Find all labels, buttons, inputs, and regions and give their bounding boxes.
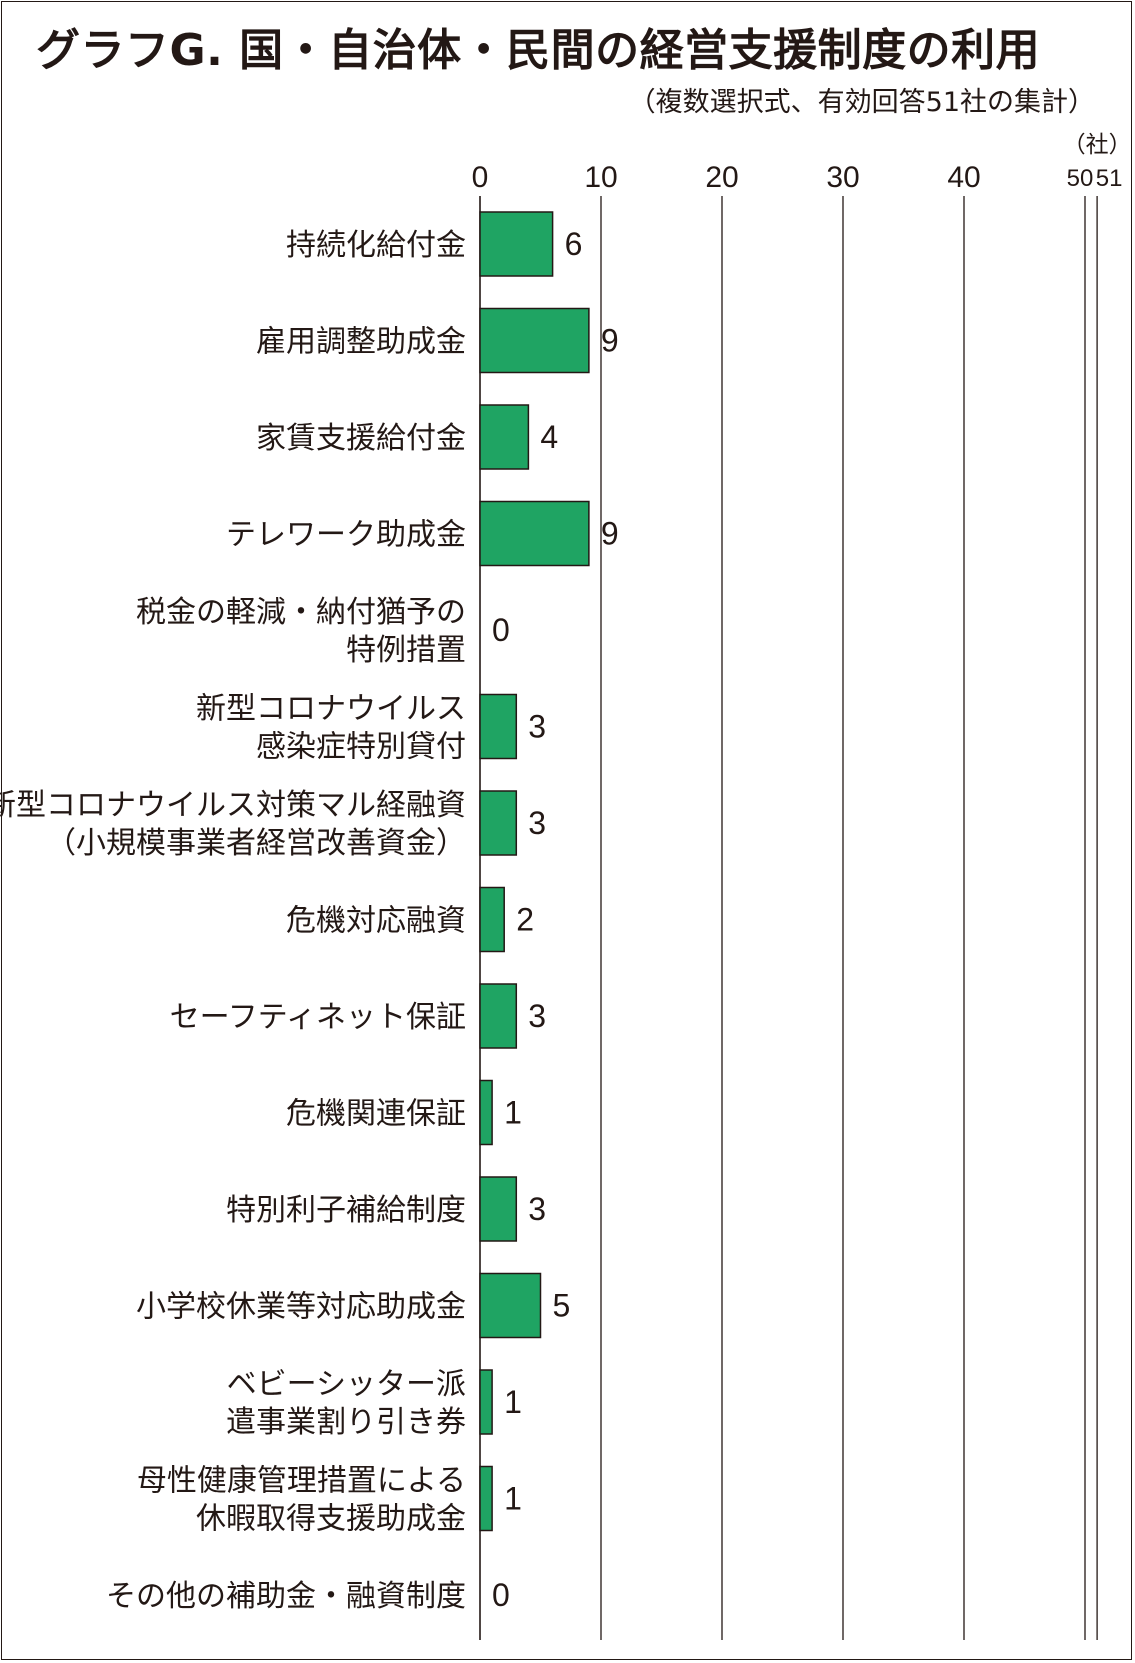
category-label-14: その他の補助金・融資制度 [106,1579,466,1614]
category-label-7: 危機対応融資 [286,904,466,939]
tick-label-51: 51 [1096,165,1123,192]
category-label-11: 小学校休業等対応助成金 [136,1290,466,1325]
category-label-3: テレワーク助成金 [226,518,466,553]
tick-label-40: 40 [947,161,980,194]
value-label-3: 9 [601,516,619,552]
value-label-4: 0 [492,612,510,648]
value-label-6: 3 [528,805,546,841]
bar-8 [479,983,518,1049]
value-label-9: 1 [504,1095,522,1131]
bar-3 [479,500,590,567]
category-label-2: 家賃支援給付金 [256,421,466,456]
bar-11 [479,1272,542,1339]
category-label-6-0: 新型コロナウイルス対策マル経融資 [0,788,466,823]
category-label-4-1: 特例措置 [346,633,466,668]
value-label-8: 3 [528,998,546,1034]
value-label-14: 0 [492,1577,510,1613]
tick-label-0: 0 [472,161,489,194]
category-label-12-0: ベビーシッター派 [227,1367,466,1402]
category-label-5-1: 感染症特別貸付 [256,730,466,765]
bar-10 [479,1176,518,1242]
category-label-8: セーフティネット保証 [170,1000,466,1035]
tick-label-10: 10 [584,161,617,194]
category-label-10: 特別利子補給制度 [226,1193,466,1228]
category-label-13-0: 母性健康管理措置による [137,1464,466,1499]
bar-13 [479,1465,493,1532]
bar-2 [479,404,530,470]
category-label-0: 持続化給付金 [286,228,466,263]
category-label-5-0: 新型コロナウイルス [196,692,466,727]
value-label-1: 9 [601,323,619,359]
value-label-10: 3 [528,1191,546,1227]
bar-7 [479,886,505,953]
chart-subtitle: （複数選択式、有効回答51社の集計） [628,87,1095,118]
category-label-4-0: 税金の軽減・納付猶予の [136,595,466,630]
bar-1 [479,307,590,374]
value-label-2: 4 [540,419,558,455]
bar-12 [479,1369,493,1435]
value-label-0: 6 [565,226,583,262]
value-label-11: 5 [553,1288,571,1324]
bar-9 [479,1079,493,1146]
category-label-12-1: 遣事業割り引き券 [226,1405,466,1440]
bar-0 [479,211,554,277]
category-label-13-1: 休暇取得支援助成金 [196,1502,466,1537]
bar-6 [479,790,518,856]
x-axis-unit-label: （社） [1063,132,1132,158]
chart-title: グラフG. 国・自治体・民間の経営支援制度の利用 [36,25,1041,76]
value-label-12: 1 [504,1384,522,1420]
category-label-1: 雇用調整助成金 [256,325,466,360]
tick-label-50: 50 [1067,165,1094,192]
tick-label-20: 20 [705,161,738,194]
value-label-13: 1 [504,1481,522,1517]
value-label-5: 3 [528,709,546,745]
bar-5 [479,693,518,760]
value-label-7: 2 [516,902,534,938]
category-label-9: 危機関連保証 [286,1097,466,1132]
tick-label-30: 30 [826,161,859,194]
category-label-6-1: （小規模事業者経営改善資金） [46,826,466,861]
